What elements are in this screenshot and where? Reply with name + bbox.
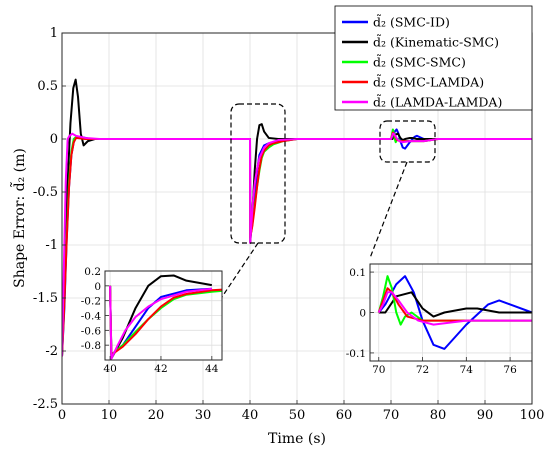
legend-label: d̃₂ (SMC-ID) [373,14,450,30]
legend: d̃₂ (SMC-ID) d̃₂ (Kinematic-SMC) d̃₂ (SMC-… [334,5,533,111]
inset2-y-tick-label: -0.1 [346,348,366,360]
zoom-indicators [221,103,436,298]
inset1-y-tick-label: 0 [94,281,101,293]
main-x-tick-label: 70 [383,408,400,423]
main-x-tick-label: 60 [336,408,353,423]
inset1-series-line-4 [109,285,212,360]
inset2-x-tick-label: 72 [416,364,429,376]
inset2-y-tick-label: 0 [359,308,366,320]
main-x-tick-label: 10 [101,408,118,423]
legend-label: d̃₂ (SMC-SMC) [373,54,466,70]
main-x-tick-label: 0 [58,408,66,423]
main-x-tick-label: 30 [195,408,212,423]
inset2-series-line-0 [377,275,532,350]
main-y-tick-label: 0.5 [37,79,58,94]
main-x-tick-label: 90 [477,408,494,423]
main-series-line-4 [62,132,532,357]
inset1-x-tick-label: 44 [205,363,219,375]
zoom-link-2 [369,161,408,259]
inset2-plot-lines [377,275,532,350]
inset1-y-tick-label: -0.2 [81,296,101,308]
main-x-tick-label: 40 [242,408,259,423]
inset2-series-line-1 [378,291,532,318]
main-x-tick-label: 100 [520,408,545,423]
zoom-link-1 [221,242,259,298]
main-y-tick-label: -1 [45,238,58,253]
legend-label: d̃₂ (Kinematic-SMC) [373,34,499,50]
legend-label: d̃₂ (LAMDA-LAMDA) [373,94,502,110]
main-y-tick-label: 1 [50,26,58,41]
inset1-axis-ticks: 40 42 44 0.2 0 -0.2 -0.4 -0.6 -0.8 [81,266,219,375]
inset2-x-tick-label: 74 [460,364,474,376]
inset1-y-tick-label: -0.6 [81,325,102,337]
inset1-x-tick-label: 40 [103,363,116,375]
inset1-y-tick-label: -0.8 [81,340,101,352]
inset1-x-tick-label: 42 [154,363,167,375]
inset1-series-line-3 [109,285,222,356]
inset1-grid [105,270,222,360]
inset2-y-tick-label: 0.1 [349,267,366,279]
y-axis-title: Shape Error: d̃₂ (m) [9,148,28,288]
main-y-tick-label: -0.5 [33,185,58,200]
main-y-tick-label: 0 [50,132,58,147]
inset1-y-tick-label: 0.2 [84,266,101,278]
inset2-x-tick-label: 76 [503,364,517,376]
main-x-tick-label: 80 [430,408,447,423]
main-plot-lines [62,78,532,357]
main-axis-ticks: 0 10 20 30 40 50 60 70 80 90 100 1 0.5 0 -0.5 -1 -1.5 -2 -… [33,26,544,423]
inset1-plot-lines [109,274,222,360]
main-x-tick-label: 20 [148,408,165,423]
main-x-tick-label: 50 [289,408,306,423]
main-y-tick-label: -1.5 [33,291,58,306]
legend-box [334,5,533,111]
inset2-series-line-4 [377,291,532,326]
legend-label: d̃₂ (SMC-LAMDA) [373,74,484,90]
x-axis-title: Time (s) [268,431,326,447]
inset2-axis-ticks: 70 72 74 76 0.1 0 -0.1 [346,267,517,376]
main-series-line-1 [62,78,532,357]
inset1-y-tick-label: -0.4 [81,311,102,323]
main-y-tick-label: -2 [45,344,58,359]
main-y-tick-label: -2.5 [33,397,58,412]
inset2-x-tick-label: 70 [372,364,385,376]
zoom-box-2 [379,120,436,163]
